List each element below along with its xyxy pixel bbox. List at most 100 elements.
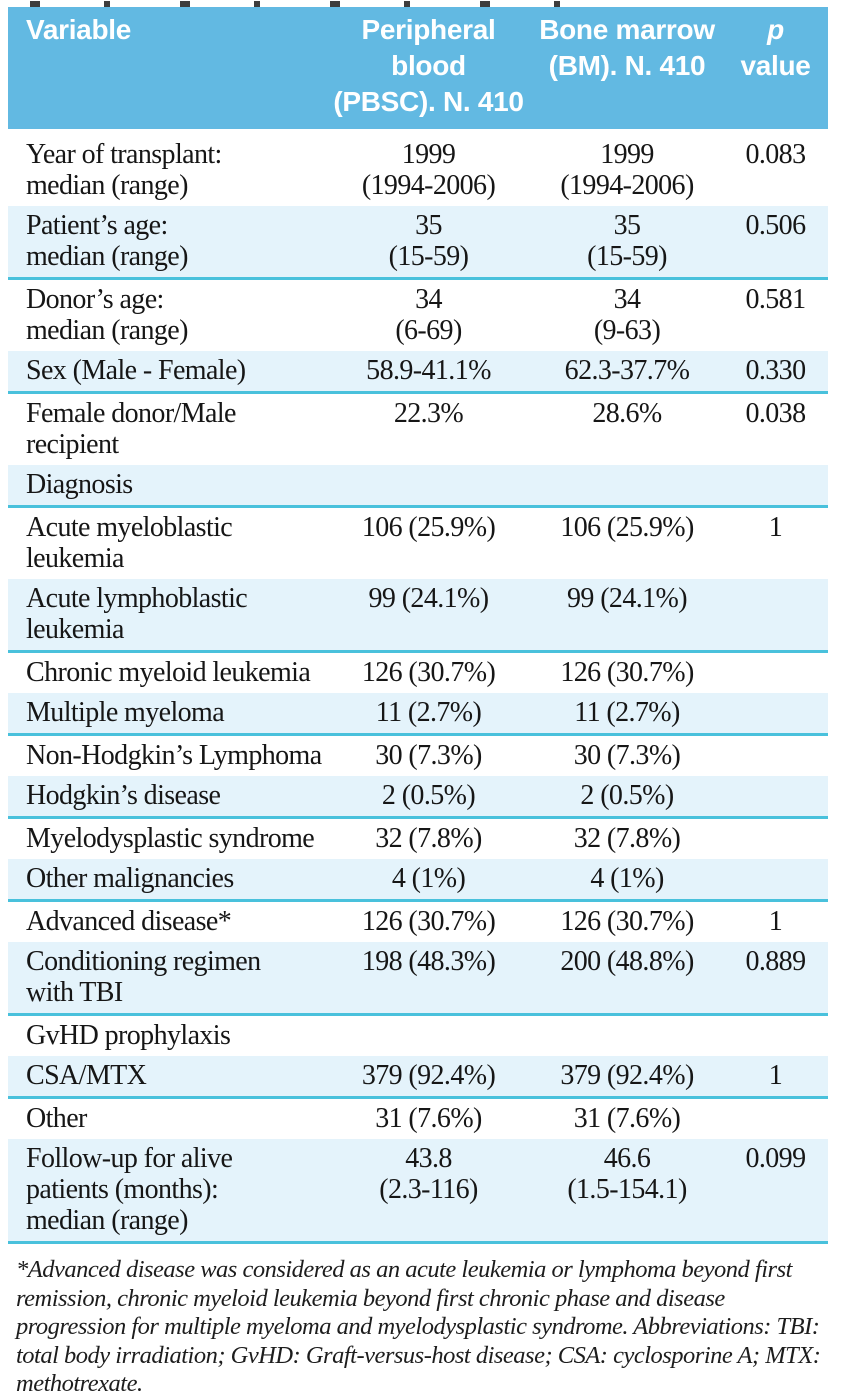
pbsc-cell: 99 (24.1%) bbox=[326, 583, 531, 645]
cell-line: 34 bbox=[415, 284, 442, 315]
header-variable: Variable bbox=[26, 14, 132, 45]
cell-line: 1 bbox=[768, 1060, 783, 1091]
cell-line: Diagnosis bbox=[26, 469, 133, 500]
variable-cell: Acute myeloblastic leukemia bbox=[8, 512, 326, 574]
cell-line: Hodgkin’s disease bbox=[26, 780, 221, 811]
p-cell bbox=[723, 469, 828, 500]
pbsc-cell: 106 (25.9%) bbox=[326, 512, 531, 574]
table-row: Conditioning regimen with TBI 198 (48.3%) 2… bbox=[8, 942, 828, 1016]
bm-cell: 32 (7.8%) bbox=[531, 823, 723, 854]
pbsc-cell: 22.3% bbox=[326, 398, 531, 460]
cell-line: Female donor/Male recipient bbox=[26, 398, 236, 460]
pbsc-cell: 35 (15-59) bbox=[326, 210, 531, 272]
bm-cell bbox=[531, 469, 723, 500]
variable-cell: GvHD prophylaxis bbox=[8, 1020, 326, 1051]
header-bone-marrow: Bone marrow (BM). N. 410 bbox=[531, 12, 723, 120]
cell-line: (1994-2006) bbox=[560, 170, 694, 201]
cell-line: 30 (7.3%) bbox=[375, 740, 482, 771]
table-row: Female donor/Male recipient 22.3% 28.6% 0.0… bbox=[8, 394, 828, 465]
variable-cell: Year of transplant: median (range) bbox=[8, 139, 326, 201]
cell-line: Advanced disease* bbox=[26, 906, 232, 937]
table-row: Myelodysplastic syndrome 32 (7.8%) 32 (7.8… bbox=[8, 819, 828, 859]
bm-cell: 11 (2.7%) bbox=[531, 697, 723, 728]
cell-line: 126 (30.7%) bbox=[560, 906, 694, 937]
cell-line: (1.5-154.1) bbox=[567, 1174, 687, 1205]
bm-cell bbox=[531, 1020, 723, 1051]
variable-cell: Multiple myeloma bbox=[8, 697, 326, 728]
p-cell: 1 bbox=[723, 906, 828, 937]
bm-cell: 1999 (1994-2006) bbox=[531, 139, 723, 201]
p-cell bbox=[723, 583, 828, 645]
bm-cell: 106 (25.9%) bbox=[531, 512, 723, 574]
pbsc-cell: 58.9-41.1% bbox=[326, 355, 531, 386]
table-row: Year of transplant: median (range) 1999 (19… bbox=[8, 135, 828, 206]
pbsc-cell: 2 (0.5%) bbox=[326, 780, 531, 811]
header-line: Bone marrow bbox=[539, 14, 715, 45]
header-line: (PBSC). N. 410 bbox=[333, 86, 524, 117]
cell-line: Sex (Male - Female) bbox=[26, 355, 246, 386]
cell-line: 2 (0.5%) bbox=[580, 780, 674, 811]
pbsc-cell bbox=[326, 469, 531, 500]
bm-cell: 62.3-37.7% bbox=[531, 355, 723, 386]
cell-line: 62.3-37.7% bbox=[564, 355, 690, 386]
cell-line: 106 (25.9%) bbox=[560, 512, 694, 543]
pbsc-cell: 379 (92.4%) bbox=[326, 1060, 531, 1091]
pbsc-cell: 43.8 (2.3-116) bbox=[326, 1143, 531, 1236]
cell-line: median (range) bbox=[26, 315, 188, 346]
cell-line: 379 (92.4%) bbox=[560, 1060, 694, 1091]
table-row: GvHD prophylaxis bbox=[8, 1016, 828, 1056]
cell-line: 58.9-41.1% bbox=[366, 355, 491, 386]
variable-cell: Sex (Male - Female) bbox=[8, 355, 326, 386]
bm-cell: 200 (48.8%) bbox=[531, 946, 723, 1008]
pbsc-cell: 126 (30.7%) bbox=[326, 906, 531, 937]
header-p-value: p value bbox=[723, 12, 828, 120]
cell-line: 0.038 bbox=[745, 398, 806, 429]
cell-line: 106 (25.9%) bbox=[361, 512, 496, 543]
cell-line: 35 bbox=[415, 210, 442, 241]
p-cell bbox=[723, 1103, 828, 1134]
p-cell: 1 bbox=[723, 512, 828, 574]
pbsc-cell: 4 (1%) bbox=[326, 863, 531, 894]
table-row: Donor’s age: median (range) 34 (6-69) 34 (9-6… bbox=[8, 280, 828, 351]
cell-line: 4 (1%) bbox=[590, 863, 664, 894]
bm-cell: 28.6% bbox=[531, 398, 723, 460]
table-row: Chronic myeloid leukemia 126 (30.7%) 126 (… bbox=[8, 653, 828, 693]
cell-line: Non-Hodgkin’s Lymphoma bbox=[26, 740, 322, 771]
cell-line: Acute lymphoblastic leukemia bbox=[26, 583, 248, 645]
cell-line: 11 (2.7%) bbox=[574, 697, 680, 728]
p-cell bbox=[723, 863, 828, 894]
cell-line: (15-59) bbox=[587, 241, 667, 272]
variable-cell: Non-Hodgkin’s Lymphoma bbox=[8, 740, 326, 771]
cell-line: 43.8 bbox=[405, 1143, 452, 1174]
header-line: Peripheral blood bbox=[361, 14, 496, 81]
cell-line: 32 (7.8%) bbox=[375, 823, 482, 854]
cell-line: 0.330 bbox=[745, 355, 806, 386]
cell-line: Other malignancies bbox=[26, 863, 234, 894]
p-cell: 0.889 bbox=[723, 946, 828, 1008]
variable-cell: Diagnosis bbox=[8, 469, 326, 500]
cell-line: (6-69) bbox=[395, 315, 462, 346]
cell-line: Other bbox=[26, 1103, 87, 1134]
cell-line: 126 (30.7%) bbox=[361, 906, 496, 937]
p-cell bbox=[723, 740, 828, 771]
bm-cell: 126 (30.7%) bbox=[531, 657, 723, 688]
patient-characteristics-table: Variable Peripheral blood (PBSC). N. 410… bbox=[8, 7, 828, 1244]
cell-line: 0.889 bbox=[745, 946, 806, 977]
cell-line: 31 (7.6%) bbox=[375, 1103, 482, 1134]
cell-line: 99 (24.1%) bbox=[567, 583, 688, 614]
cell-line: Myelodysplastic syndrome bbox=[26, 823, 315, 854]
cell-line: with TBI bbox=[26, 977, 123, 1008]
variable-cell: CSA/MTX bbox=[8, 1060, 326, 1091]
table-row: Diagnosis bbox=[8, 465, 828, 508]
cell-line: 198 (48.3%) bbox=[361, 946, 496, 977]
bm-cell: 34 (9-63) bbox=[531, 284, 723, 346]
variable-cell: Female donor/Male recipient bbox=[8, 398, 326, 460]
cell-line: 0.581 bbox=[745, 284, 806, 315]
pbsc-cell: 1999 (1994-2006) bbox=[326, 139, 531, 201]
p-cell bbox=[723, 780, 828, 811]
bm-cell: 46.6 (1.5-154.1) bbox=[531, 1143, 723, 1236]
cell-line: 126 (30.7%) bbox=[361, 657, 496, 688]
table-row: Sex (Male - Female) 58.9-41.1% 62.3-37.7% 0… bbox=[8, 351, 828, 394]
pbsc-cell: 126 (30.7%) bbox=[326, 657, 531, 688]
